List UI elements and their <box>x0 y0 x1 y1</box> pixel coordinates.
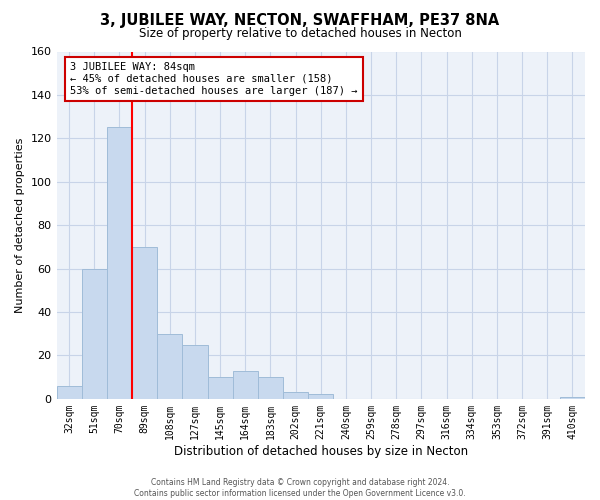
Bar <box>182 344 208 399</box>
Bar <box>56 386 82 399</box>
Text: 3 JUBILEE WAY: 84sqm
← 45% of detached houses are smaller (158)
53% of semi-deta: 3 JUBILEE WAY: 84sqm ← 45% of detached h… <box>70 62 358 96</box>
X-axis label: Distribution of detached houses by size in Necton: Distribution of detached houses by size … <box>174 444 468 458</box>
Bar <box>283 392 308 399</box>
Bar <box>258 377 283 399</box>
Bar <box>107 128 132 399</box>
Bar <box>208 377 233 399</box>
Text: Size of property relative to detached houses in Necton: Size of property relative to detached ho… <box>139 28 461 40</box>
Bar <box>560 396 585 399</box>
Bar <box>233 370 258 399</box>
Bar <box>132 247 157 399</box>
Text: 3, JUBILEE WAY, NECTON, SWAFFHAM, PE37 8NA: 3, JUBILEE WAY, NECTON, SWAFFHAM, PE37 8… <box>100 12 500 28</box>
Y-axis label: Number of detached properties: Number of detached properties <box>15 138 25 313</box>
Bar <box>308 394 334 399</box>
Text: Contains HM Land Registry data © Crown copyright and database right 2024.
Contai: Contains HM Land Registry data © Crown c… <box>134 478 466 498</box>
Bar <box>157 334 182 399</box>
Bar <box>82 268 107 399</box>
